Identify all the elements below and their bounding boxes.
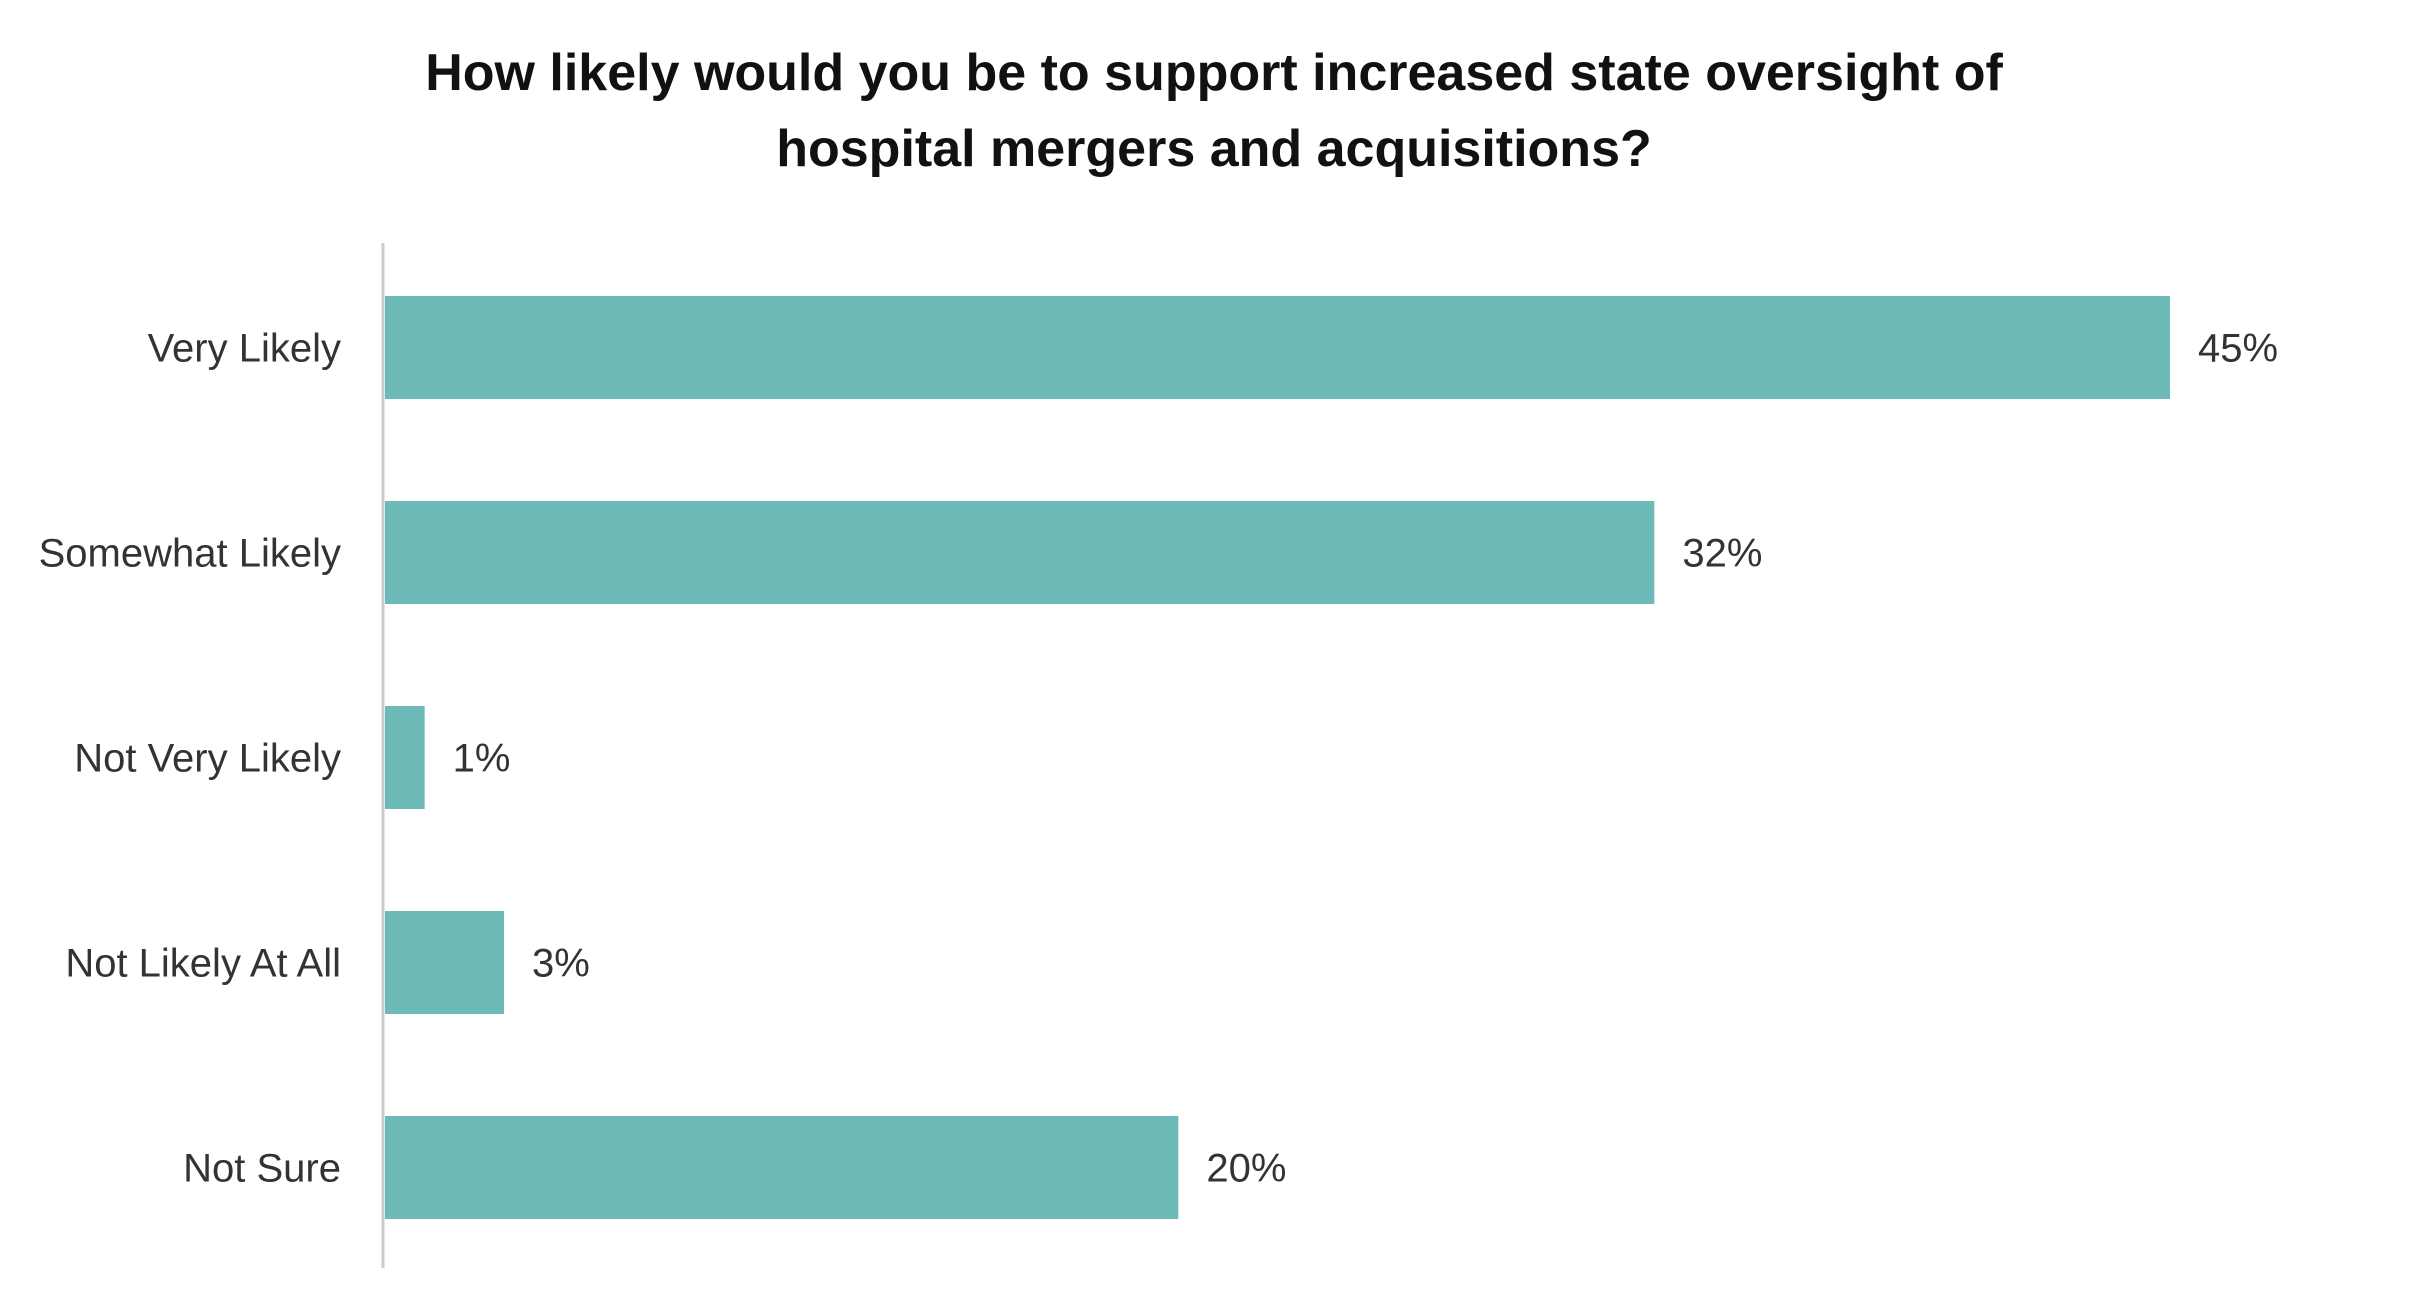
category-label: Not Likely At All [65, 942, 341, 986]
bars-layer: Very Likely 45% Somewhat Likely 32% Not Very… [39, 296, 2278, 1219]
bar-not-very-likely [385, 706, 425, 809]
value-label: 3% [532, 942, 590, 986]
value-label: 20% [1206, 1147, 1286, 1191]
value-label: 32% [1682, 532, 1762, 576]
value-label: 1% [453, 737, 511, 781]
bar-somewhat-likely [385, 501, 1655, 604]
value-label: 45% [2198, 327, 2278, 371]
chart-title-line-1: How likely would you be to support incre… [425, 44, 2003, 102]
category-label: Very Likely [148, 327, 341, 371]
bar-very-likely [385, 296, 2170, 399]
category-label: Not Sure [183, 1147, 341, 1191]
category-label: Not Very Likely [74, 737, 341, 781]
category-label: Somewhat Likely [39, 532, 341, 576]
bar-not-sure [385, 1116, 1179, 1219]
chart-title-line-2: hospital mergers and acquisitions? [776, 120, 1652, 178]
chart-title: How likely would you be to support incre… [425, 44, 2003, 178]
bar-not-likely-at-all [385, 911, 504, 1014]
